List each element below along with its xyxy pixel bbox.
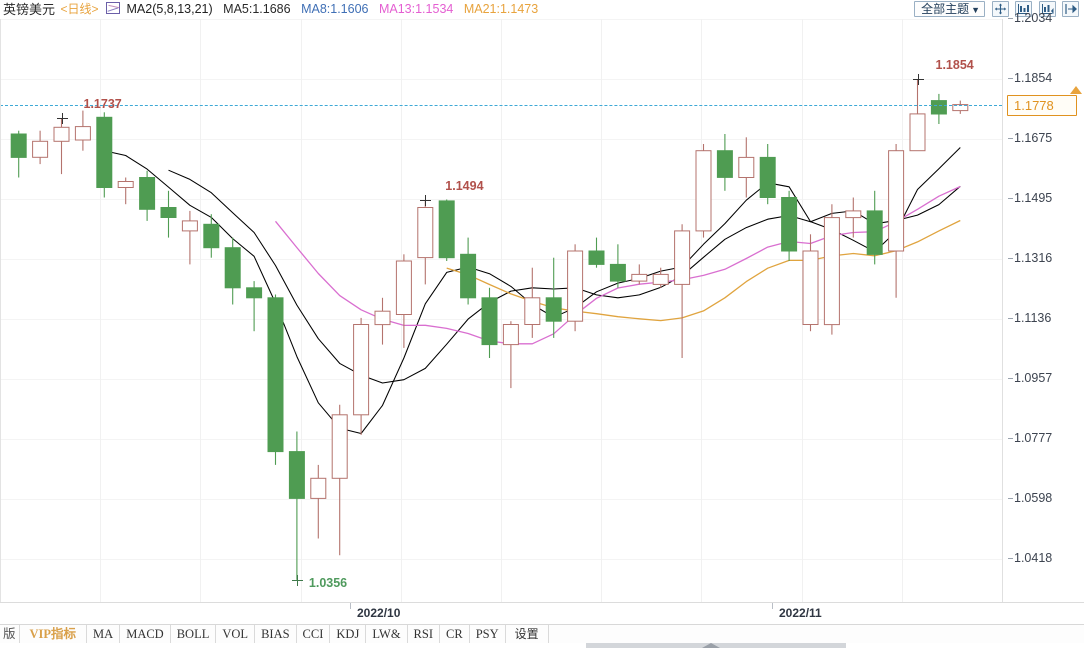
price-axis-tick: 1.1675 [1008,131,1052,145]
ma-indicator-title[interactable]: MA2(5,8,13,21) [126,2,213,16]
price-axis-tick: 1.2034 [1008,11,1052,25]
indicator-tab-ma[interactable]: MA [87,625,121,644]
price-axis-tick: 1.1854 [1008,71,1052,85]
current-price-tag[interactable]: 1.1778 [1007,94,1077,116]
highlight-price-line [0,104,1002,106]
indicator-tab-kdj[interactable]: KDJ [330,625,367,644]
chart-left-icon[interactable] [1015,1,1033,17]
ma21-value: MA21:1.1473 [463,2,539,16]
chart-gridlines [0,19,1003,602]
period-label[interactable]: <日线> [60,2,99,16]
price-chart-plot[interactable]: 1.1737 1.1494 1.1854 1.0356 [0,19,1003,602]
price-axis-tick: 1.0957 [1008,371,1052,385]
price-axis-tick: 1.0418 [1008,551,1052,565]
chevron-down-icon: ▼ [971,5,981,15]
indicator-tab-cr[interactable]: CR [440,625,470,644]
indicator-tab-lw[interactable]: LW& [366,625,408,644]
indicator-tab-boll[interactable]: BOLL [171,625,217,644]
indicator-tab-bias[interactable]: BIAS [255,625,297,644]
annotation-label: 1.1854 [935,58,974,73]
ma13-value: MA13:1.1534 [378,2,454,16]
price-axis-tick: 1.1316 [1008,251,1052,265]
chart-right-icon[interactable] [1038,1,1056,17]
ma5-value: MA5:1.1686 [223,2,291,16]
indicator-tab-[interactable]: 设置 [506,625,549,644]
symbol-name[interactable]: 英镑美元 [3,2,56,17]
candlestick-series [10,79,969,580]
indicator-tab-vol[interactable]: VOL [216,625,256,644]
indicator-tab-cci[interactable]: CCI [297,625,331,644]
axis-divider [1002,19,1003,602]
annotation-label: 1.1494 [445,178,484,193]
header-legend: 英镑美元 <日线> MA2(5,8,13,21) MA5:1.1686 MA8:… [3,0,538,19]
indicator-tab-macd[interactable]: MACD [120,625,171,644]
chart-header: 英镑美元 <日线> MA2(5,8,13,21) MA5:1.1686 MA8:… [0,0,1084,19]
scrollbar-handle-icon[interactable] [702,643,720,648]
plot-left-border [0,19,1,602]
price-axis[interactable]: 1.2034 1.1854 1.1675 1.1495 1.1316 1.1136 1.09… [1002,11,1084,602]
indicator-tab-vip[interactable]: VIP指标 [20,625,88,644]
indicator-tab-[interactable]: 版 [0,625,20,644]
header-toolbar: 全部主题 ▼ [914,1,1079,18]
candlestick-icon [106,2,121,14]
indicator-tab-rsi[interactable]: RSI [408,625,440,644]
annotation-label: 1.1737 [83,97,122,112]
annotation-label: 1.0356 [308,575,348,590]
date-axis-tick: 2022/10 [350,603,400,620]
theme-dropdown[interactable]: 全部主题 ▼ [914,1,986,17]
bottom-bar [0,643,1084,648]
indicator-tabbar[interactable]: 版 VIP指标 MA MACD BOLL VOL BIAS CCI KDJ LW& RSI CR PSY… [0,624,1084,644]
ma8-value: MA8:1.1606 [301,2,369,16]
date-axis[interactable]: 2022/10 2022/11 [0,602,1084,625]
crosshair-icon[interactable] [991,1,1009,17]
price-axis-tick: 1.1495 [1008,191,1052,205]
price-axis-tick: 1.0598 [1008,491,1052,505]
price-axis-tick: 1.0777 [1008,431,1052,445]
date-axis-tick: 2022/11 [772,603,822,620]
price-axis-tick: 1.1136 [1008,311,1051,325]
chart-shift-icon[interactable] [1062,1,1079,17]
price-tag-arrow-icon [1070,85,1082,94]
indicator-tab-psy[interactable]: PSY [470,625,506,644]
